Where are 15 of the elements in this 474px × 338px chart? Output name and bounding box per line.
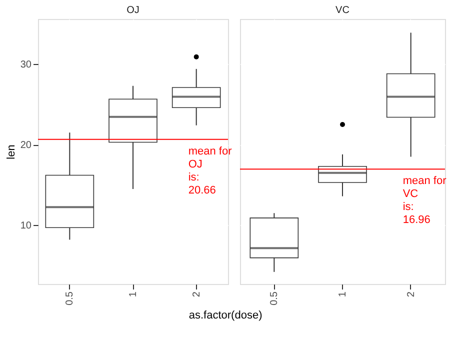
y-tick-label: 30 (20, 60, 32, 71)
y-axis-title: len (5, 144, 18, 160)
x-tick-label: 1 (128, 291, 139, 298)
chart-title: OJ (126, 5, 140, 16)
x-tick-label: 1 (338, 291, 348, 298)
y-tick-label: 10 (20, 220, 32, 232)
x-tick-label: 2 (406, 291, 417, 298)
x-tick-label: 0.5 (269, 291, 280, 306)
chart-title: VC (336, 5, 350, 16)
x-tick-label: 2 (191, 291, 202, 298)
annotation: mean for OJ is: 20.66 (188, 145, 232, 196)
y-tick-label: 20 (20, 140, 32, 152)
annotation: mean for VC is: 16.96 (402, 175, 447, 226)
x-axis-title: as.factor(dose) (188, 309, 262, 322)
x-tick-label: 0.5 (64, 291, 76, 306)
